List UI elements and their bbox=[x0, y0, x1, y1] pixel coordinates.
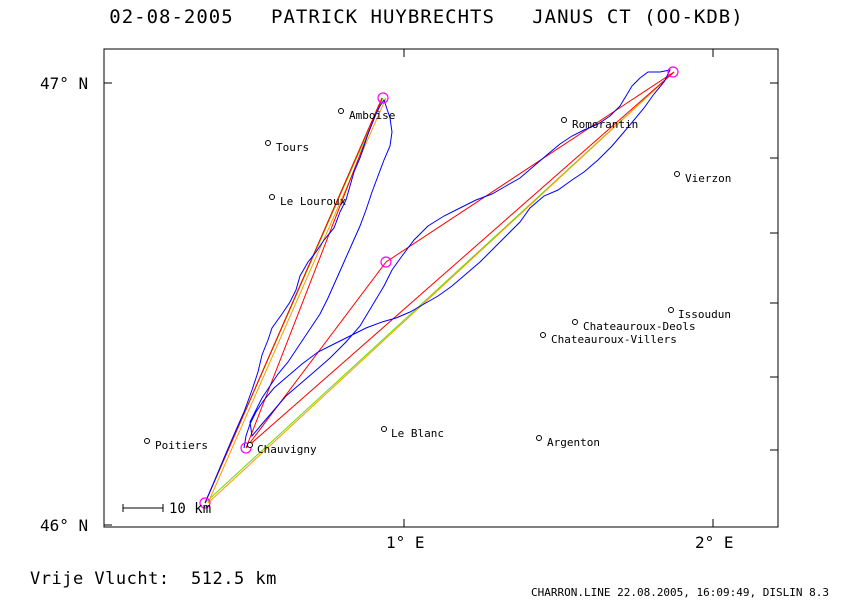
town-romorantin: Romorantin bbox=[561, 117, 638, 131]
scale-label: 10 km bbox=[169, 501, 211, 517]
town-label: Romorantin bbox=[572, 118, 638, 131]
town-poitiers: Poitiers bbox=[144, 438, 208, 452]
town-tours: Tours bbox=[265, 140, 309, 154]
town-label: Vierzon bbox=[685, 172, 731, 185]
town-label: Issoudun bbox=[678, 308, 731, 321]
map-frame bbox=[103, 48, 779, 528]
turnpoint-1-marker bbox=[377, 92, 389, 104]
town-argenton: Argenton bbox=[536, 435, 600, 449]
town-label: Chateauroux-Villers bbox=[551, 333, 677, 346]
town-vierzon: Vierzon bbox=[674, 171, 731, 185]
town-chauvigny: Chauvigny bbox=[247, 442, 317, 456]
town-label: Le Louroux bbox=[280, 195, 347, 208]
town-chateauroux-villers: Chateauroux-Villers bbox=[540, 332, 677, 346]
turnpoint-2-marker bbox=[667, 66, 679, 78]
course-line-red bbox=[204, 71, 675, 504]
town-amboise: Amboise bbox=[338, 108, 395, 122]
town-le-blanc: Le Blanc bbox=[381, 426, 444, 440]
town-issoudun: Issoudun bbox=[668, 307, 731, 321]
lat-label-46: 46° N bbox=[40, 516, 88, 535]
lat-label-47: 47° N bbox=[40, 74, 88, 93]
lon-label-1e: 1° E bbox=[386, 533, 425, 552]
town-label: Amboise bbox=[349, 109, 395, 122]
turnpoint-3-marker bbox=[380, 256, 392, 268]
town-label: Chauvigny bbox=[257, 443, 317, 456]
town-chateauroux-deols: Chateauroux-Deols bbox=[572, 319, 696, 333]
scale-bar: 10 km bbox=[122, 501, 211, 517]
credit-line: CHARRON.LINE 22.08.2005, 16:09:49, DISLI… bbox=[530, 586, 829, 599]
axis-ticks bbox=[104, 49, 778, 527]
town-label: Poitiers bbox=[155, 439, 208, 452]
town-label: Argenton bbox=[547, 436, 600, 449]
course-leg-orange-2 bbox=[207, 71, 675, 504]
town-label: Le Blanc bbox=[391, 427, 444, 440]
turnpoint-finish-marker bbox=[240, 442, 252, 454]
map-title: 02-08-2005 PATRICK HUYBRECHTS JANUS CT (… bbox=[109, 6, 744, 28]
free-flight-distance: Vrije Vlucht: 512.5 km bbox=[30, 569, 277, 589]
town-label: Chateauroux-Deols bbox=[583, 320, 696, 333]
town-le-louroux: Le Louroux bbox=[269, 194, 347, 208]
town-label: Tours bbox=[276, 141, 309, 154]
flight-track bbox=[204, 69, 671, 504]
turnpoint-start-marker bbox=[199, 497, 211, 509]
lon-label-2e: 2° E bbox=[695, 533, 734, 552]
